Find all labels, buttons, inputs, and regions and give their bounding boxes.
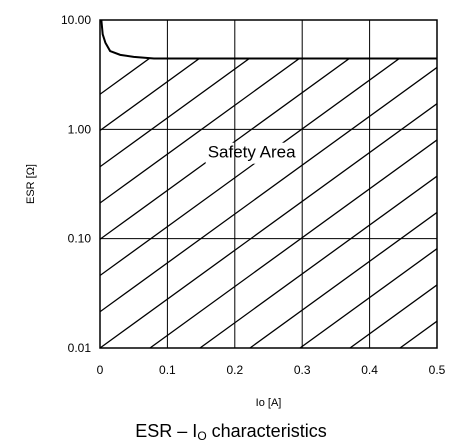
x-axis-ticks: 0 0.1 0.2 0.3 0.4 0.5 — [97, 363, 446, 377]
hatch-line — [399, 320, 437, 348]
hatch-line — [100, 58, 351, 241]
safety-area-label-backdrop — [205, 142, 298, 164]
caption-main: ESR – I — [135, 421, 198, 441]
esr-chart: 10.00 1.00 0.10 0.01 0 0.1 0.2 0.3 0.4 0.5 Safet… — [0, 0, 462, 409]
caption-rest: characteristics — [206, 421, 327, 441]
hatch-line — [349, 284, 437, 348]
safety-area-hatching — [0, 0, 462, 348]
y-tick-label: 1.00 — [68, 122, 92, 136]
plot-frame — [99, 19, 438, 349]
hatch-line — [299, 247, 437, 348]
y-tick-label: 0.10 — [68, 232, 92, 246]
grid-lines — [100, 20, 437, 348]
hatch-line — [100, 58, 101, 59]
hatch-line — [100, 58, 151, 96]
x-tick-label: 0 — [97, 363, 104, 377]
caption-subscript: O — [197, 429, 207, 443]
hatch-line — [0, 0, 324, 348]
x-axis-label: Io [A] — [256, 397, 282, 409]
hatch-line — [450, 0, 462, 348]
y-tick-label: 0.01 — [68, 341, 92, 355]
y-axis-label: ESR [Ω] — [25, 164, 37, 204]
hatch-line — [100, 58, 301, 204]
hatch-line — [100, 102, 437, 348]
x-tick-label: 0.2 — [226, 363, 243, 377]
chart-caption: ESR – IO characteristics — [0, 420, 462, 447]
hatch-line — [249, 211, 437, 348]
x-tick-label: 0.5 — [429, 363, 446, 377]
y-tick-label: 10.00 — [61, 13, 91, 27]
hatch-line — [100, 58, 251, 168]
x-tick-label: 0.4 — [361, 363, 378, 377]
hatch-line — [100, 58, 401, 277]
hatch-line — [149, 139, 437, 348]
hatch-line — [199, 175, 437, 348]
hatch-line — [100, 58, 201, 132]
safety-area-label: Safety Area — [208, 143, 296, 162]
hatch-line — [100, 66, 437, 313]
esr-boundary-curve — [100, 19, 437, 60]
x-tick-label: 0.1 — [159, 363, 176, 377]
x-tick-label: 0.3 — [294, 363, 311, 377]
y-axis-ticks: 10.00 1.00 0.10 0.01 — [61, 13, 91, 355]
